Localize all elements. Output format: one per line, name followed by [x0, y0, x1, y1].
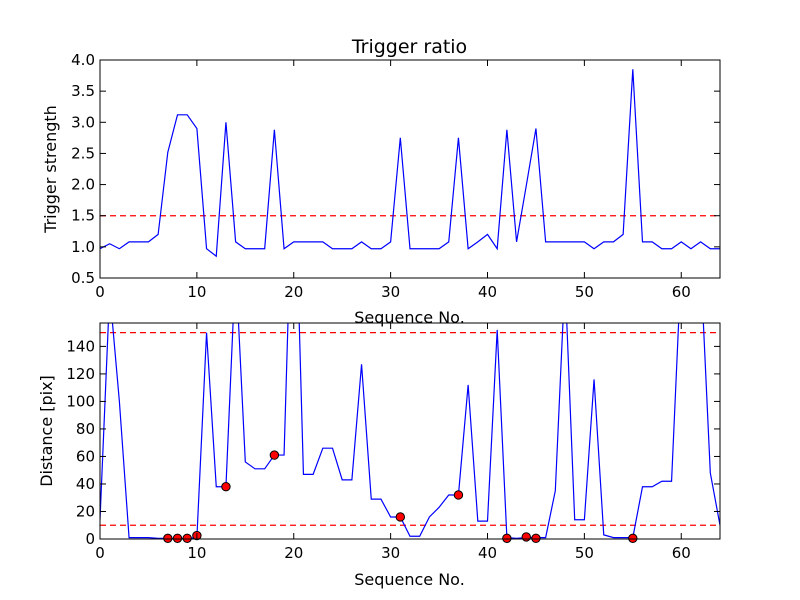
data-point-marker [172, 533, 183, 544]
y-tick-label: 100 [66, 392, 95, 410]
y-tick-label: 4.0 [71, 51, 95, 69]
x-tick-label: 40 [478, 283, 497, 301]
bottom-y-tick-labels: 0 20 40 60 80 100 120 140 [66, 337, 95, 548]
data-point-marker [163, 533, 173, 544]
data-point-marker [531, 533, 541, 544]
series-line [100, 69, 720, 258]
data-point-marker [502, 533, 512, 544]
top-x-axis-label: Sequence No. [354, 308, 465, 327]
data-point-marker [521, 532, 531, 542]
y-tick-label: 60 [76, 447, 95, 465]
plot-frame [99, 322, 721, 540]
x-tick-label: 20 [284, 544, 303, 562]
chart-title: Trigger ratio [351, 36, 467, 58]
x-tick-label: 10 [187, 283, 206, 301]
x-tick-label: 60 [672, 283, 691, 301]
y-tick-label: 3.0 [71, 113, 95, 131]
data-point-marker [221, 482, 231, 492]
x-tick-label: 60 [672, 544, 691, 562]
y-tick-label: 140 [66, 337, 95, 355]
y-tick-label: 3.5 [71, 82, 95, 100]
x-tick-label: 10 [187, 544, 206, 562]
y-tick-label: 80 [76, 420, 95, 438]
bottom-x-axis-label: Sequence No. [354, 570, 465, 589]
x-tick-label: 50 [575, 544, 594, 562]
x-tick-label: 20 [284, 283, 303, 301]
data-point-marker [628, 533, 638, 544]
series-line [100, 323, 720, 539]
data-point-marker [395, 512, 406, 522]
data-point-marker [182, 533, 192, 544]
x-tick-label: 30 [381, 544, 400, 562]
y-tick-label: 20 [76, 502, 95, 520]
data-point-marker [453, 490, 464, 500]
top-y-tick-labels: 0.5 1.0 1.5 2.0 2.5 3.0 3.5 4.0 [71, 51, 95, 287]
x-tick-label: 30 [381, 283, 400, 301]
bottom-x-tick-labels: 0 10 20 30 40 50 60 [95, 544, 691, 562]
y-tick-label: 1.5 [71, 207, 95, 225]
y-tick-label: 2.0 [71, 176, 95, 194]
x-tick-label: 0 [95, 283, 105, 301]
bottom-plot-area [99, 322, 721, 544]
top-y-axis-label: Trigger strength [41, 105, 60, 234]
y-tick-label: 0.5 [71, 269, 95, 287]
data-point-marker [269, 450, 280, 460]
plot-frame [99, 59, 721, 279]
x-tick-label: 0 [95, 544, 105, 562]
x-tick-label: 40 [478, 544, 497, 562]
y-tick-label: 0 [85, 530, 95, 548]
y-tick-label: 2.5 [71, 144, 95, 162]
top-plot-area [99, 59, 721, 279]
y-tick-label: 40 [76, 475, 95, 493]
top-x-tick-labels: 0 10 20 30 40 50 60 [95, 283, 691, 301]
y-tick-label: 120 [66, 365, 95, 383]
x-tick-label: 50 [575, 283, 594, 301]
y-tick-label: 1.0 [71, 238, 95, 256]
bottom-y-axis-label: Distance [pix] [37, 375, 56, 487]
